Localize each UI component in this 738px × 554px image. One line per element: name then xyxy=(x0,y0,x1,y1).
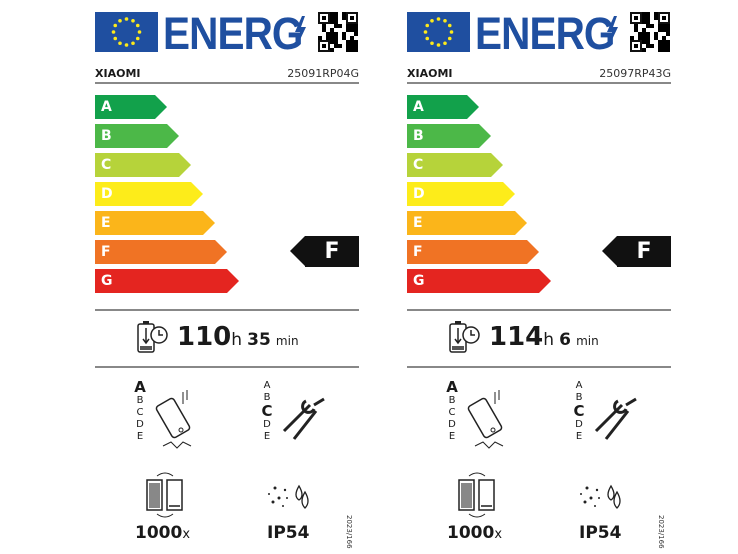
battery-cycles: 1000x xyxy=(135,523,191,543)
battery-endurance: 110h 35 min xyxy=(177,322,299,352)
qr-code-icon[interactable] xyxy=(318,12,358,52)
energy-logo-text: ENERG xyxy=(163,8,303,59)
divider xyxy=(95,82,359,84)
energy-class-indicator: F xyxy=(602,236,671,267)
ip-rating: IP54 xyxy=(267,523,310,543)
regulation-number: 2023/166 xyxy=(657,515,665,549)
eu-flag-icon xyxy=(407,12,470,52)
divider xyxy=(407,366,671,368)
wrench-screwdriver-icon xyxy=(282,397,325,440)
energy-class-bar-a: A xyxy=(407,95,479,119)
divider xyxy=(95,366,359,368)
phone-drop-icon xyxy=(467,390,504,449)
battery-endurance: 114h 6 min xyxy=(489,322,599,352)
eu-flag-icon xyxy=(95,12,158,52)
lightning-bolt-icon xyxy=(295,16,306,46)
lightning-bolt-icon xyxy=(607,16,618,46)
energy-class-bar-b: B xyxy=(407,124,491,148)
divider xyxy=(95,309,359,311)
wrench-screwdriver-icon xyxy=(594,397,637,440)
energy-class-indicator: F xyxy=(290,236,359,267)
brand-name: XIAOMI xyxy=(407,67,453,80)
energy-logo-text: ENERG xyxy=(475,8,615,59)
energy-class-bar-g: G xyxy=(407,269,551,293)
divider xyxy=(407,82,671,84)
energy-class-bar-g: G xyxy=(95,269,239,293)
battery-cycles-icon xyxy=(458,472,495,518)
energy-class-bar-d: D xyxy=(407,182,515,206)
energy-class-bar-c: C xyxy=(407,153,503,177)
battery-clock-icon xyxy=(137,321,168,353)
energy-class-bar-b: B xyxy=(95,124,179,148)
battery-cycles-icon xyxy=(146,472,183,518)
energy-class-bar-e: E xyxy=(407,211,527,235)
divider xyxy=(407,309,671,311)
phone-drop-icon xyxy=(155,390,192,449)
regulation-number: 2023/166 xyxy=(345,515,353,549)
energy-class-bar-d: D xyxy=(95,182,203,206)
model-number: 25097RP43G xyxy=(599,67,671,80)
qr-code-icon[interactable] xyxy=(630,12,670,52)
model-number: 25091RP04G xyxy=(287,67,359,80)
battery-cycles: 1000x xyxy=(447,523,503,543)
brand-name: XIAOMI xyxy=(95,67,141,80)
energy-class-bar-a: A xyxy=(95,95,167,119)
ip-rating: IP54 xyxy=(579,523,622,543)
energy-class-bar-c: C xyxy=(95,153,191,177)
energy-class-bar-f: F xyxy=(95,240,227,264)
energy-class-bar-f: F xyxy=(407,240,539,264)
dust-water-icon xyxy=(580,484,621,509)
dust-water-icon xyxy=(268,484,309,509)
battery-clock-icon xyxy=(449,321,480,353)
energy-class-bar-e: E xyxy=(95,211,215,235)
